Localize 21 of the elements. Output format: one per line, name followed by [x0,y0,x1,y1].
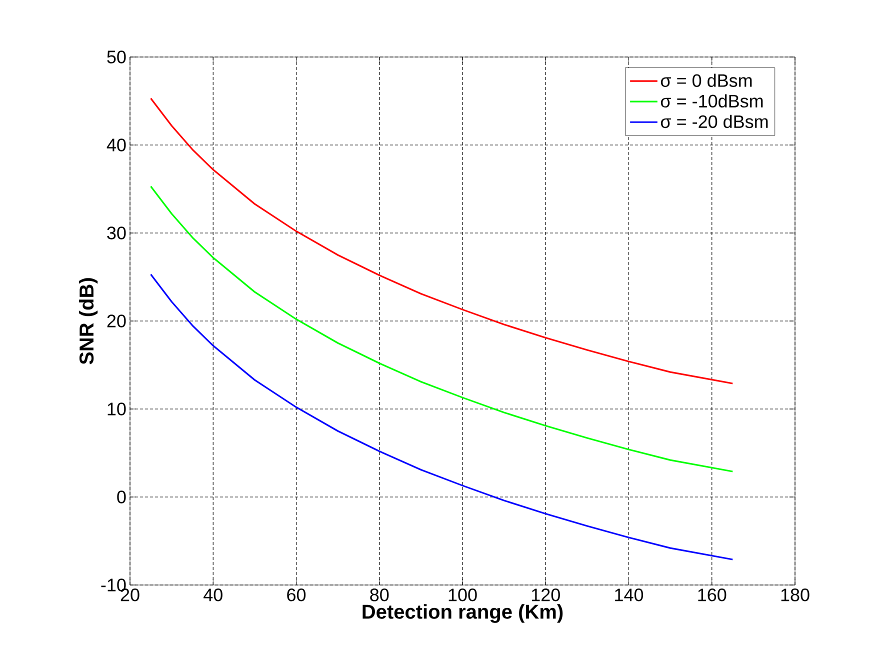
line-series [150,274,734,560]
legend-label: σ = -10dBsm [660,94,763,108]
y-axis-title: SNR (dB) [78,278,98,364]
x-tick-label: 180 [781,588,810,602]
x-tick-label: 60 [287,588,306,602]
x-tick-label: 40 [204,588,222,602]
legend-label: σ = -20 dBsm [660,114,768,128]
line-series [150,186,734,472]
x-tick-label: 160 [698,588,726,602]
x-tick-label: 80 [370,588,389,602]
y-tick-label: 30 [107,226,126,240]
x-axis-title: Detection range (Km) [362,604,563,623]
y-tick-label: 40 [106,138,126,152]
y-tick-label: 0 [117,490,126,504]
x-tick-label: 120 [532,588,560,602]
y-tick-label: 20 [107,314,126,328]
x-tick-label: 100 [448,588,477,602]
x-tick-label: 140 [615,588,644,602]
y-tick-label: 50 [107,50,126,64]
y-tick-label: 10 [108,402,126,416]
legend-label: σ = 0 dBsm [660,74,752,87]
